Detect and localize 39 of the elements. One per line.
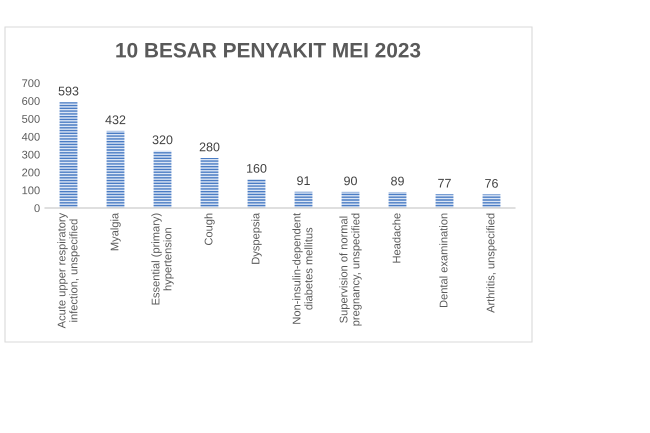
bar [436, 194, 454, 208]
data-label: 91 [297, 176, 310, 186]
bar [294, 192, 312, 208]
bar [200, 158, 218, 208]
chart-title: 10 BESAR PENYAKIT MEI 2023 [116, 42, 420, 58]
bar [106, 130, 124, 208]
x-tick-label: Acute upper respiratory infection, unspecified [57, 212, 80, 328]
y-tick-label: 500 [22, 114, 40, 123]
y-tick-label: 600 [22, 97, 40, 105]
bar [60, 102, 78, 208]
x-tick-label: Myalgia [110, 212, 121, 250]
data-label: 320 [152, 135, 172, 144]
bar [248, 179, 266, 208]
x-tick-label: Arthritis, unspecified [486, 214, 497, 313]
y-tick-label: 200 [22, 168, 40, 176]
bar [342, 192, 360, 208]
x-tick-label: Non-insulin-dependent diabetes mellitus [292, 212, 312, 324]
y-tick-label: 300 [22, 150, 40, 159]
data-label: 593 [58, 86, 78, 96]
data-label: 160 [247, 164, 266, 173]
x-tick-label: Supervision of normal pregnancy, unspecified [339, 214, 362, 326]
y-tick-label: 700 [22, 79, 40, 88]
bar [154, 150, 172, 208]
data-label: 280 [200, 142, 220, 152]
data-label: 89 [391, 176, 404, 186]
data-label: 90 [344, 176, 357, 186]
x-tick-label: Cough [204, 214, 215, 246]
bar [482, 194, 500, 208]
data-label: 432 [105, 115, 126, 124]
x-tick-label: Dental examination [439, 214, 448, 308]
y-tick-label: 100 [22, 186, 40, 194]
x-tick-label: Dyspepsia [251, 212, 262, 264]
x-tick-label: Headache [392, 213, 400, 263]
y-tick-label: 400 [22, 132, 40, 141]
data-label: 77 [438, 178, 451, 188]
data-label: 76 [485, 178, 498, 188]
bar [388, 192, 406, 208]
x-tick-label: Essential (primary) hypertension [151, 214, 174, 305]
y-tick-label: 0 [34, 204, 40, 212]
